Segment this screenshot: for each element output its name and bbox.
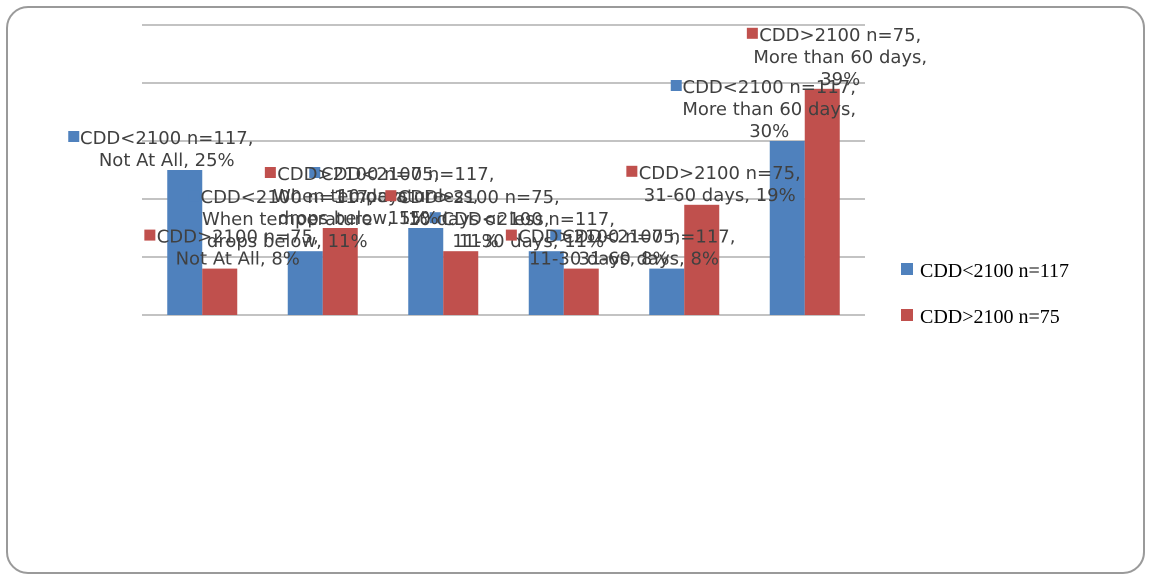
data-label: 10 days or less,	[337, 186, 479, 207]
data-label-key	[264, 167, 276, 178]
data-label: 31-60 days, 19%	[644, 185, 796, 206]
data-label: Not At All, 8%	[176, 249, 300, 270]
gridlines	[142, 24, 865, 316]
data-label-key	[429, 212, 441, 224]
bar-cdd-gt-2100-1	[322, 228, 358, 315]
data-label: CDD<2100 n=117,	[321, 164, 494, 185]
data-label: CDD>2100 n=75,	[759, 25, 921, 46]
data-label: 31-60 days, 8%	[578, 249, 719, 270]
legend-label: CDD<2100 n=117	[920, 260, 1069, 282]
data-label-key	[144, 229, 156, 241]
data-label-key	[385, 190, 397, 202]
data-label: 11%	[459, 231, 499, 252]
data-label: 11-30 days, 8%	[529, 249, 670, 270]
data-label: 30%	[749, 121, 789, 142]
data-label: 10 days or less,	[408, 209, 550, 230]
data-label: CDD<2100 n=117,	[201, 187, 374, 208]
data-label-key	[505, 229, 517, 241]
bar-cdd-gt-2100-3	[563, 268, 599, 315]
data-label-key	[309, 167, 321, 178]
bar-cdd-lt-2100-2	[408, 228, 444, 315]
data-labels: CDD<2100 n=117,Not At All, 25%CDD<2100 n…	[68, 25, 927, 270]
data-label-key	[670, 80, 682, 91]
data-label: CDD<2100 n=117,	[562, 227, 735, 248]
legend-swatch	[901, 263, 913, 275]
data-label: drops below, 15%	[278, 208, 439, 229]
legend-swatch	[901, 309, 913, 321]
data-label: 15%	[388, 208, 428, 229]
data-label-key	[68, 131, 80, 142]
bar-cdd-lt-2100-4	[649, 268, 685, 315]
legend-label: CDD>2100 n=75	[920, 306, 1060, 328]
bar-cdd-lt-2100-1	[287, 251, 323, 315]
data-label: 11-30 days, 11%	[452, 231, 604, 252]
bar-cdd-lt-2100-5	[769, 141, 805, 315]
data-label: CDD>2100 n=75,	[157, 227, 319, 248]
data-label-key	[626, 165, 638, 177]
data-label-key	[188, 190, 200, 202]
bar-cdd-gt-2100-4	[684, 204, 720, 315]
bar-cdd-gt-2100-2	[443, 251, 479, 315]
data-label: CDD>2100 n=75,	[518, 227, 680, 248]
data-label: When temperature	[273, 186, 444, 207]
data-label: Not At All, 25%	[99, 150, 235, 171]
bar-cdd-lt-2100-3	[528, 251, 564, 315]
data-label-key	[746, 27, 758, 39]
bar-cdd-gt-2100-0	[202, 268, 238, 315]
data-label: More than 60 days,	[753, 47, 927, 68]
data-label: CDD>2100 n=75,	[277, 164, 439, 185]
data-label: CDD<2100 n=117,	[80, 128, 253, 149]
data-label: CDD>2100 n=75,	[398, 187, 560, 208]
data-label-key	[550, 229, 562, 241]
data-label: CDD<2100 n=117,	[683, 77, 856, 98]
data-label: CDD>2100 n=75,	[639, 163, 801, 184]
data-label: drops below, 11%	[207, 231, 368, 252]
data-label: More than 60 days,	[682, 99, 856, 120]
data-label: 39%	[820, 69, 860, 90]
legend: CDD<2100 n=117 CDD>2100 n=75	[901, 260, 1069, 328]
data-label: CDD<2100 n=117,	[442, 209, 615, 230]
bar-cdd-gt-2100-5	[804, 88, 840, 315]
data-label: When temperature	[202, 209, 373, 230]
